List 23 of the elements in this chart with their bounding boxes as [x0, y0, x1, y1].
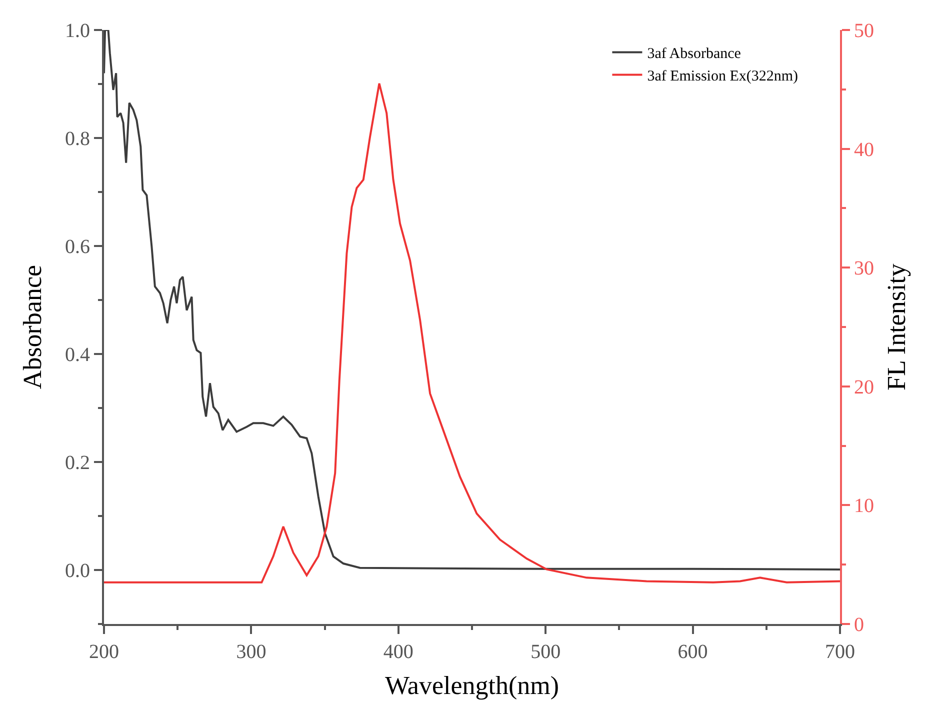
y-tick-label: 0.6: [65, 236, 90, 258]
y2-tick-label: 30: [854, 258, 874, 280]
x-tick-label: 700: [825, 641, 855, 663]
y2-tick-label: 50: [854, 20, 874, 42]
y2-axis-title: FL Intensity: [882, 264, 912, 390]
x-tick-label: 500: [530, 641, 561, 663]
legend-label: 3af Emission Ex(322nm): [647, 68, 798, 85]
x-tick-label: 600: [678, 641, 708, 663]
y-tick-label: 0.4: [65, 344, 90, 366]
y-tick-label: 0.8: [65, 128, 90, 150]
legend-label: 3af Absorbance: [647, 46, 742, 62]
x-axis-title: Wavelength(nm): [384, 671, 560, 700]
x-tick-label: 400: [383, 641, 414, 663]
y2-tick-label: 10: [854, 495, 874, 518]
y2-tick-label: 40: [854, 138, 874, 161]
y-axis-title: Absorbance: [18, 264, 47, 390]
y2-tick-label: 20: [854, 376, 874, 398]
x-tick-label: 200: [89, 641, 119, 663]
y2-tick-label: 0: [854, 614, 864, 636]
y-tick-label: 1.0: [65, 20, 90, 42]
y-tick-label: 0.0: [65, 560, 90, 582]
x-tick-label: 300: [236, 641, 266, 663]
y-tick-label: 0.2: [65, 452, 90, 474]
